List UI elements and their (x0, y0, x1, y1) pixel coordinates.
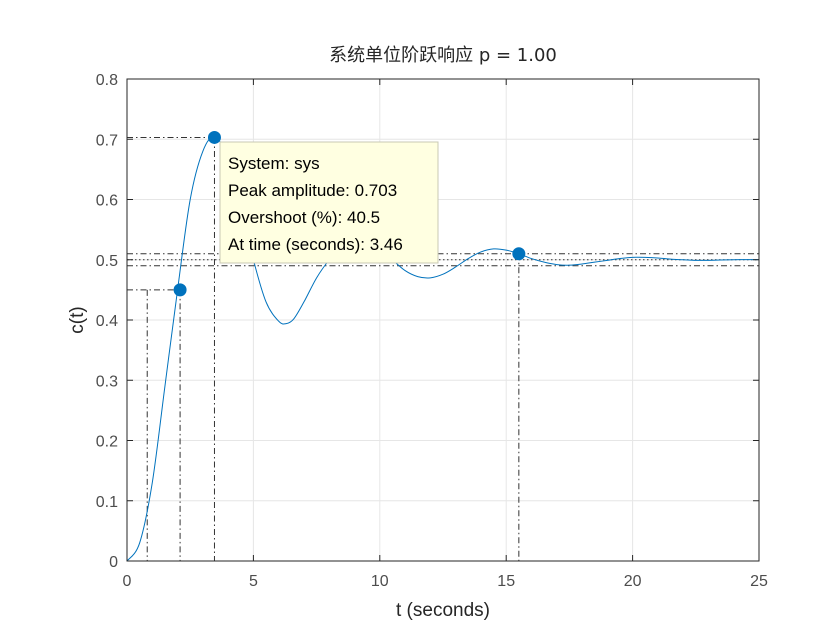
y-tick-label: 0.8 (96, 72, 118, 89)
y-tick-label: 0.2 (96, 434, 118, 451)
y-tick-label: 0.7 (96, 132, 118, 149)
y-tick-label: 0 (109, 554, 118, 571)
datatip-line-time: At time (seconds): 3.46 (228, 235, 403, 254)
x-tick-label: 20 (624, 573, 642, 590)
datatip-line-overshoot: Overshoot (%): 40.5 (228, 208, 380, 227)
y-tick-label: 0.4 (96, 313, 118, 330)
x-tick-label: 25 (750, 573, 768, 590)
x-tick-label: 15 (497, 573, 515, 590)
settling-marker[interactable] (512, 247, 526, 261)
y-tick-label: 0.5 (96, 253, 118, 270)
x-tick-label: 10 (371, 573, 389, 590)
x-tick-label: 0 (123, 573, 132, 590)
characteristic-points[interactable] (173, 130, 526, 297)
y-axis-label: c(t) (67, 306, 88, 333)
chart-title: 系统单位阶跃响应 p = 1.00 (329, 45, 557, 66)
peak-datatip[interactable]: System: sys Peak amplitude: 0.703 Oversh… (219, 141, 439, 264)
peak-marker[interactable] (207, 130, 221, 144)
datatip-box (219, 141, 439, 264)
y-tick-label: 0.3 (96, 373, 118, 390)
datatip-line-system: System: sys (228, 154, 320, 173)
x-tick-label: 5 (249, 573, 258, 590)
axis-ticks: 0 5 10 15 20 25 0 0.1 0.2 0.3 0.4 0.5 0.6 0.7 0.8 (96, 72, 768, 590)
y-tick-label: 0.6 (96, 193, 118, 210)
datatip-line-peak: Peak amplitude: 0.703 (228, 181, 397, 200)
x-axis-label: t (seconds) (396, 600, 490, 621)
rise-end-marker[interactable] (173, 283, 187, 297)
y-tick-label: 0.1 (96, 494, 118, 511)
